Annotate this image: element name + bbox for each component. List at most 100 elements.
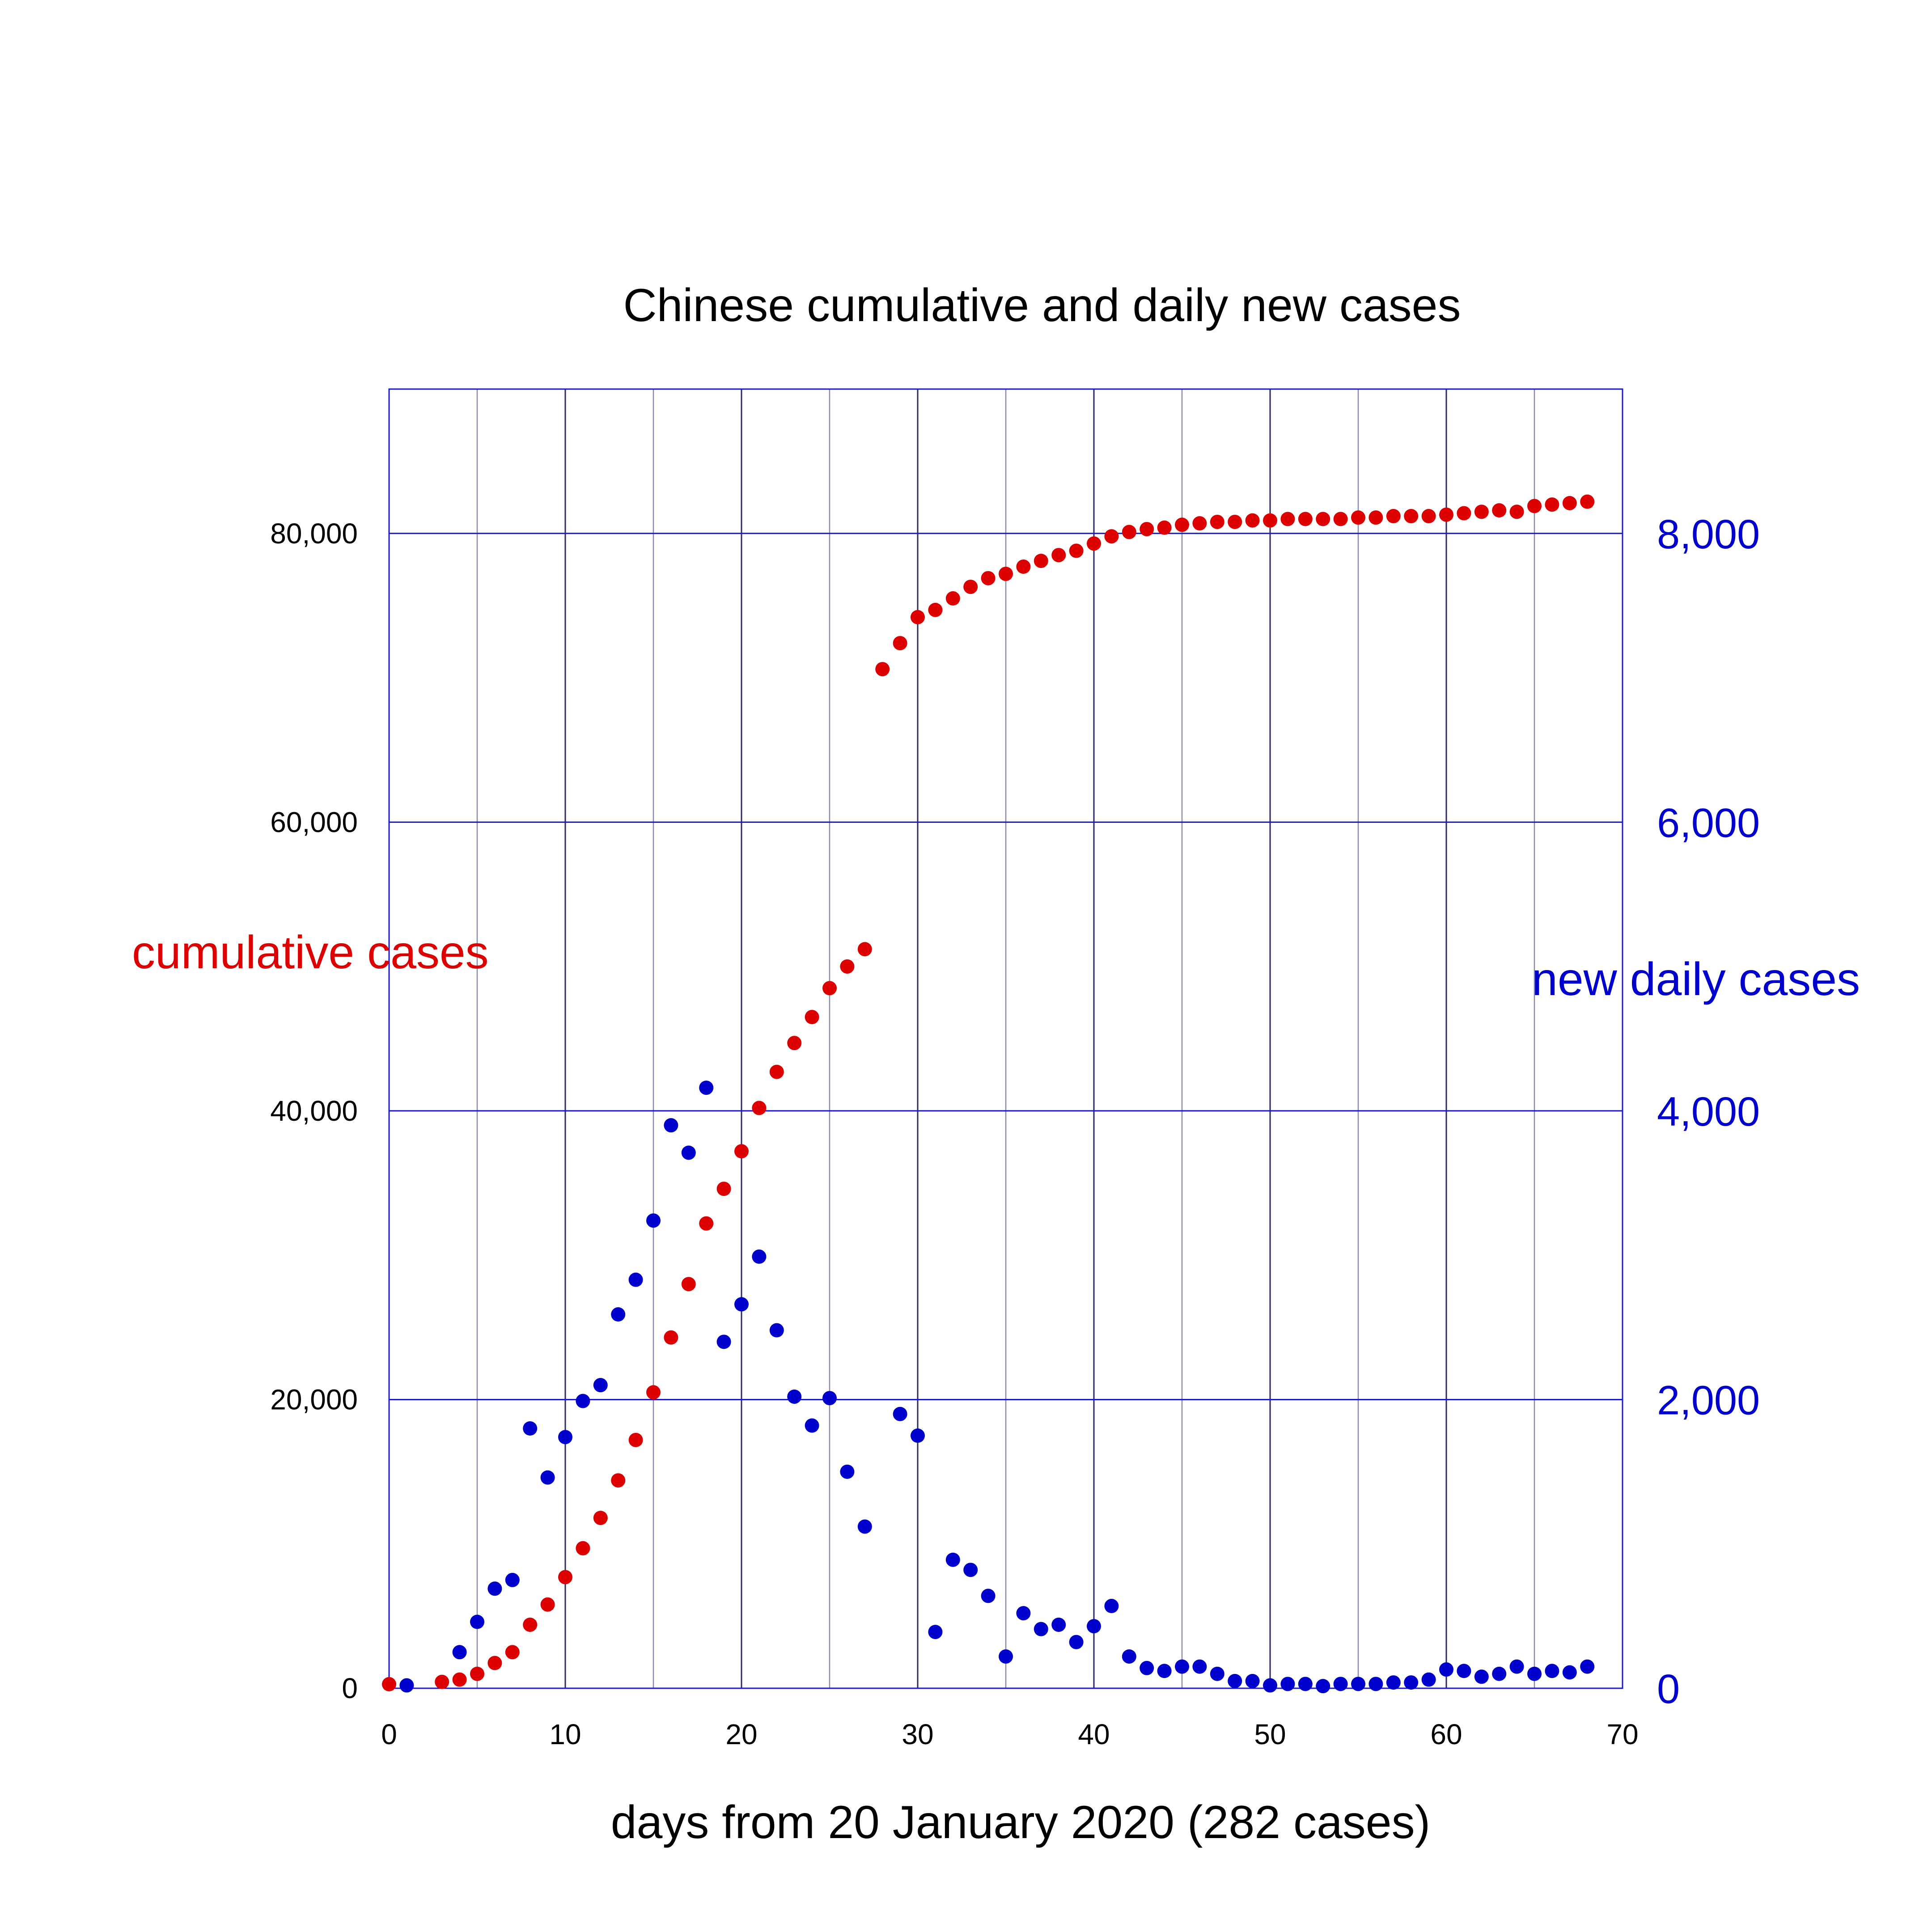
daily-point [893, 1407, 907, 1421]
daily-point [628, 1272, 643, 1287]
cumulative-point [1069, 543, 1084, 558]
daily-point [593, 1378, 608, 1393]
cumulative-point [999, 567, 1013, 581]
y-tick-label-right: 6,000 [1657, 800, 1760, 846]
daily-point [1298, 1677, 1313, 1691]
daily-point [646, 1213, 661, 1228]
daily-point [558, 1430, 572, 1445]
y-tick-label-left: 0 [342, 1672, 358, 1704]
daily-point [1580, 1659, 1595, 1674]
cumulative-point [1368, 510, 1383, 525]
daily-point [487, 1581, 502, 1596]
x-tick-label: 50 [1254, 1718, 1286, 1750]
daily-point [1404, 1675, 1419, 1690]
daily-point [945, 1552, 960, 1567]
cumulative-point [1316, 512, 1330, 526]
cumulative-series [382, 494, 1595, 1691]
cumulative-point [840, 959, 855, 974]
cumulative-point [1492, 503, 1507, 518]
y-tick-label-left: 60,000 [270, 806, 358, 838]
cumulative-point [505, 1645, 520, 1660]
cumulative-point [470, 1666, 484, 1681]
cumulative-point [1527, 499, 1542, 513]
tick-labels: 0 10 20 30 40 50 60 70 0 20,000 40,000 60,000 80,000… [270, 512, 1760, 1750]
cumulative-point [681, 1277, 696, 1292]
cumulative-point [1509, 504, 1524, 519]
cumulative-point [1175, 517, 1189, 532]
cumulative-point [911, 610, 925, 624]
daily-point [1263, 1678, 1277, 1693]
plot-frame [388, 388, 1623, 1689]
daily-point [1192, 1659, 1207, 1674]
daily-point [1175, 1659, 1189, 1674]
y-tick-label-right: 0 [1657, 1666, 1680, 1712]
daily-point [664, 1118, 678, 1133]
cumulative-point [981, 571, 996, 585]
cumulative-point [452, 1672, 467, 1687]
cumulative-point [1210, 514, 1224, 529]
daily-point [1457, 1664, 1471, 1678]
cumulative-point [1562, 496, 1577, 510]
cumulative-point [1545, 497, 1559, 512]
daily-point [1562, 1665, 1577, 1680]
cumulative-point [1051, 548, 1066, 563]
cumulative-point [1192, 516, 1207, 531]
daily-point [1034, 1622, 1048, 1636]
cumulative-point [963, 580, 978, 594]
daily-point [840, 1464, 855, 1479]
daily-point [1527, 1666, 1542, 1681]
daily-point [1104, 1599, 1119, 1614]
daily-point [1333, 1677, 1348, 1691]
x-tick-label: 60 [1430, 1718, 1462, 1750]
cumulative-point [435, 1674, 449, 1689]
daily-point [1439, 1662, 1453, 1677]
daily-point [716, 1335, 731, 1349]
cumulative-point [1351, 510, 1365, 525]
cumulative-point [382, 1677, 396, 1691]
cumulative-point [487, 1656, 502, 1670]
cumulative-point [664, 1330, 678, 1345]
cumulative-point [734, 1144, 749, 1159]
cumulative-point [1386, 509, 1401, 524]
daily-point [822, 1391, 837, 1406]
daily-point [1474, 1669, 1489, 1684]
cumulative-point [646, 1385, 661, 1400]
cumulative-point [1280, 512, 1295, 526]
x-tick-label: 40 [1078, 1718, 1110, 1750]
x-axis-label: days from 20 January 2020 (282 cases) [611, 1796, 1431, 1848]
cumulative-point [1421, 509, 1436, 524]
daily-point [1228, 1674, 1242, 1688]
daily-point [1368, 1677, 1383, 1691]
cumulative-point [1263, 513, 1277, 528]
y-tick-label-left: 40,000 [270, 1095, 358, 1127]
daily-point [540, 1470, 555, 1485]
x-tick-label: 20 [725, 1718, 757, 1750]
daily-point [470, 1614, 484, 1629]
daily-point [787, 1389, 802, 1404]
cumulative-point [558, 1570, 572, 1585]
daily-point [911, 1428, 925, 1443]
y-tick-label-right: 4,000 [1657, 1089, 1760, 1135]
x-tick-label: 30 [902, 1718, 933, 1750]
cumulative-point [1298, 512, 1313, 526]
daily-point [1492, 1666, 1507, 1681]
daily-point [1140, 1661, 1154, 1675]
cumulative-point [628, 1432, 643, 1447]
cumulative-point [875, 662, 890, 677]
daily-point [699, 1080, 714, 1095]
daily-point [1351, 1677, 1365, 1691]
daily-point [928, 1625, 943, 1640]
daily-point [734, 1297, 749, 1312]
daily-point [1545, 1664, 1559, 1678]
daily-point [963, 1563, 978, 1577]
daily-point [1509, 1659, 1524, 1674]
daily-point [769, 1323, 784, 1338]
y-tick-label-right: 8,000 [1657, 512, 1760, 557]
cumulative-point [699, 1216, 714, 1231]
cumulative-point [1016, 559, 1031, 574]
cumulative-point [1439, 507, 1453, 522]
cumulative-point [945, 591, 960, 606]
daily-point [1087, 1619, 1101, 1634]
daily-point [981, 1589, 996, 1603]
cumulative-point [1333, 512, 1348, 526]
